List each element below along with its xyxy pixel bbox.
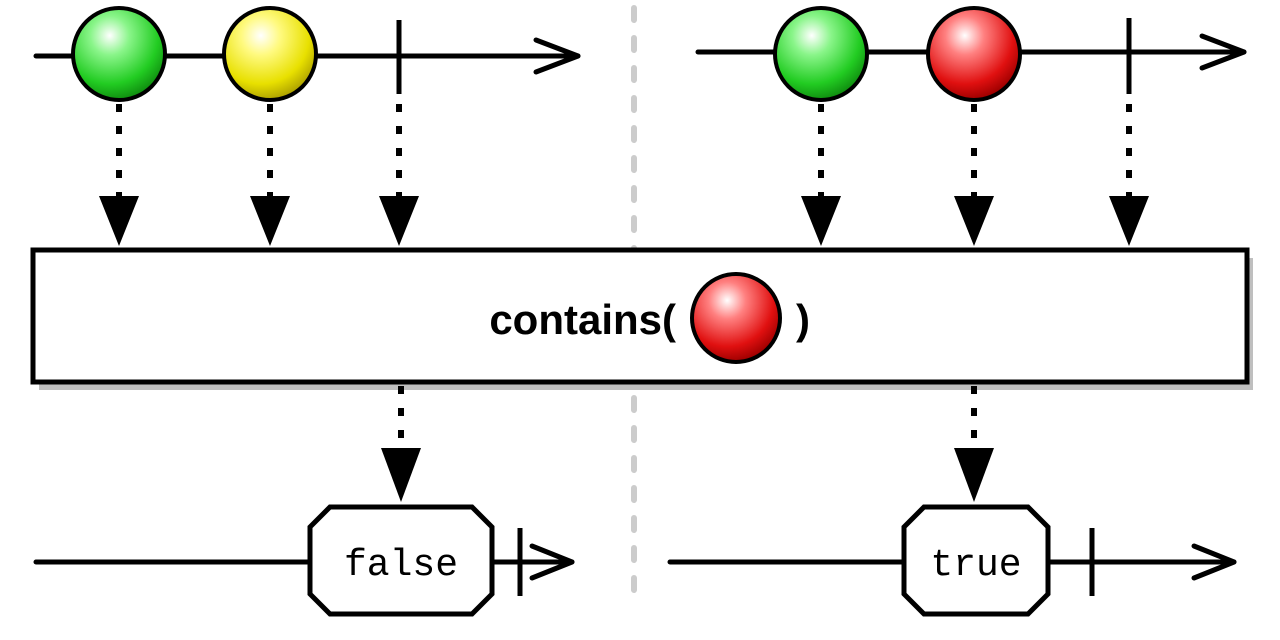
right-panel: true <box>667 6 1247 617</box>
marble-red <box>926 6 1022 102</box>
timeline-arrowhead <box>1191 543 1237 581</box>
right-input-arrows <box>801 104 1149 246</box>
output-value-false: false <box>344 544 458 587</box>
right-input-timeline <box>695 6 1247 102</box>
left-input-timeline <box>33 6 581 102</box>
operator-label: contains( <box>489 296 676 343</box>
timeline-arrowhead <box>1199 33 1247 71</box>
left-input-arrows <box>99 104 419 246</box>
output-value-box <box>901 504 1051 617</box>
marble-yellow <box>222 6 318 102</box>
left-panel: false <box>33 6 581 617</box>
left-output-timeline: false <box>33 504 575 617</box>
marble-green <box>773 6 869 102</box>
left-output-arrow <box>381 386 421 502</box>
timeline-arrowhead <box>529 543 575 581</box>
output-value-box <box>307 504 495 617</box>
operator-box: contains( ) <box>30 247 1253 390</box>
operator-close-paren: ) <box>796 296 810 343</box>
marble-green <box>71 6 167 102</box>
right-output-arrow <box>954 386 994 502</box>
marble-red-argument <box>690 272 782 364</box>
right-output-timeline: true <box>667 504 1237 617</box>
timeline-arrowhead <box>533 37 581 75</box>
output-value-true: true <box>930 544 1021 587</box>
